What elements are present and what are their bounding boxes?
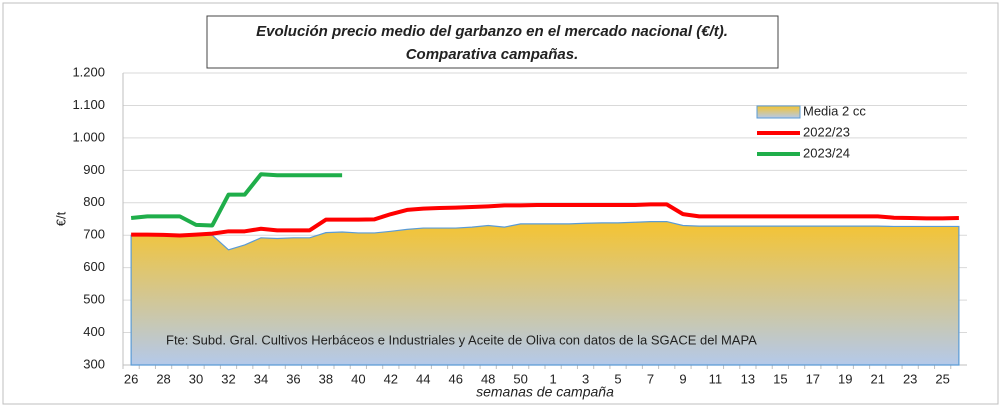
x-tick-label: 32	[221, 371, 235, 386]
chart-subtitle: Comparativa campañas.	[406, 46, 579, 63]
y-tick-label: 1.200	[72, 64, 105, 79]
x-tick-label: 17	[806, 371, 820, 386]
x-tick-label: 7	[647, 371, 654, 386]
x-tick-label: 38	[319, 371, 333, 386]
x-tick-label: 19	[838, 371, 852, 386]
x-tick-label: 28	[156, 371, 170, 386]
legend-label: 2023/24	[803, 145, 850, 160]
x-tick-label: 30	[189, 371, 203, 386]
y-tick-label: 700	[83, 227, 105, 242]
x-tick-label: 48	[481, 371, 495, 386]
legend-label: 2022/23	[803, 124, 850, 139]
x-tick-label: 15	[773, 371, 787, 386]
x-tick-label: 26	[124, 371, 138, 386]
x-tick-label: 21	[870, 371, 884, 386]
title-box	[206, 15, 779, 69]
y-tick-label: 1.100	[72, 97, 105, 112]
x-tick-label: 1	[549, 371, 556, 386]
x-tick-label: 23	[903, 371, 917, 386]
legend-label: Media 2 cc	[803, 103, 866, 118]
x-tick-label: 34	[254, 371, 268, 386]
y-tick-label: 1.000	[72, 129, 105, 144]
x-tick-label: 42	[384, 371, 398, 386]
x-tick-label: 11	[709, 371, 723, 386]
area	[130, 220, 960, 366]
y-tick-label: 800	[83, 194, 105, 209]
x-tick-label: 36	[286, 371, 300, 386]
x-tick-label: 46	[448, 371, 462, 386]
y-tick-label: 300	[83, 356, 105, 371]
x-tick-label: 5	[614, 371, 621, 386]
x-tick-label: 25	[935, 371, 949, 386]
x-tick-label: 44	[416, 371, 430, 386]
x-tick-label: 3	[582, 371, 589, 386]
chart-title: Evolución precio medio del garbanzo en e…	[256, 23, 728, 40]
line	[131, 202, 959, 238]
y-tick-label: 400	[83, 324, 105, 339]
x-tick-label: 40	[351, 371, 365, 386]
x-tick-label: 9	[679, 371, 686, 386]
x-tick-label: 13	[741, 371, 755, 386]
x-tick-label: 50	[513, 371, 527, 386]
x-axis-title: semanas de campaña	[476, 384, 614, 400]
y-tick-label: 900	[83, 162, 105, 177]
legend-swatch	[756, 105, 801, 119]
y-axis-title: €/t	[53, 211, 68, 226]
y-tick-label: 600	[83, 259, 105, 274]
y-tick-label: 500	[83, 292, 105, 307]
annotation: Fte: Subd. Gral. Cultivos Herbáceos e In…	[166, 332, 757, 347]
line	[130, 172, 343, 228]
